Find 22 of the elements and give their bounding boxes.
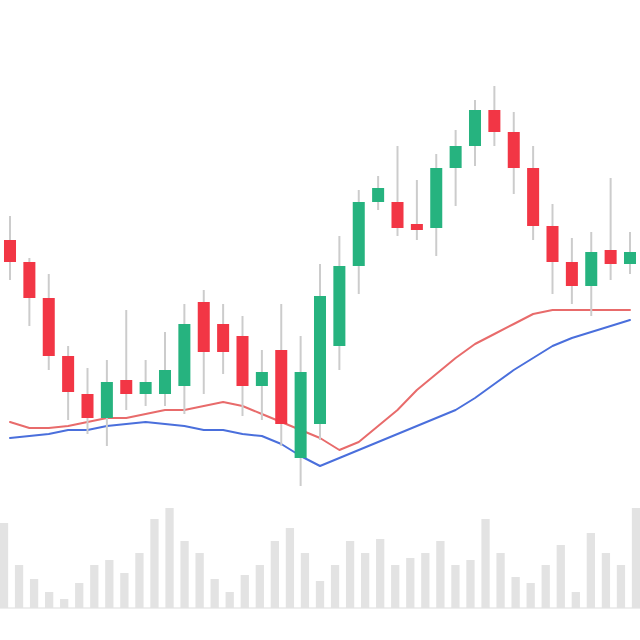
candlestick	[488, 85, 501, 147]
candlestick	[391, 145, 404, 237]
candlestick	[217, 303, 230, 375]
candlestick	[372, 175, 385, 211]
candlestick	[623, 231, 637, 275]
candlestick	[3, 215, 17, 281]
candlestick	[507, 111, 520, 195]
candlestick	[100, 359, 113, 447]
candlestick	[255, 349, 268, 421]
candlestick	[139, 359, 152, 407]
candlestick	[468, 99, 482, 167]
candlestick	[449, 129, 462, 207]
candlestick	[158, 331, 172, 407]
candlestick	[120, 309, 133, 411]
candlestick	[410, 179, 423, 241]
candlestick	[546, 203, 559, 295]
candlestick	[585, 231, 598, 317]
candlestick	[81, 367, 94, 435]
candlestick	[23, 257, 36, 327]
candlestick	[604, 177, 617, 281]
candlestick	[62, 345, 75, 421]
candlestick	[565, 237, 578, 305]
